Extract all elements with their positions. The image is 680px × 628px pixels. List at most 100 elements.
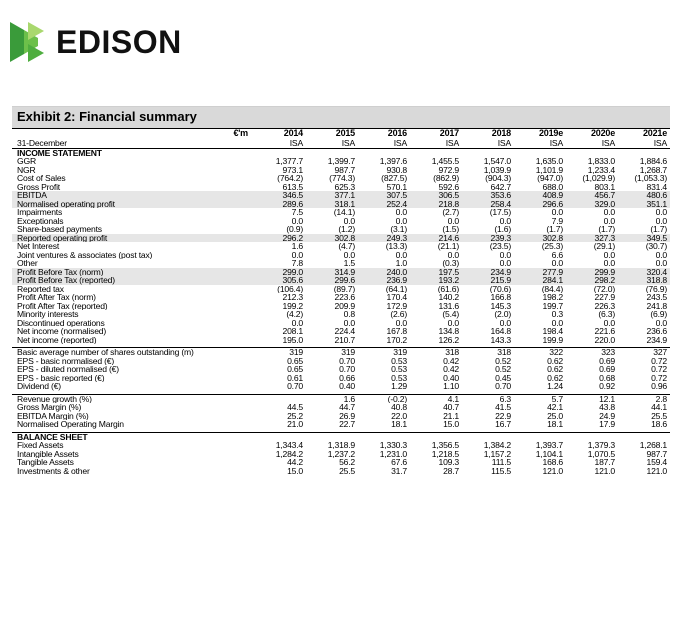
row-value: 21.1 [443, 411, 459, 420]
row-label: NGR [17, 165, 36, 174]
row-value: 1,356.5 [431, 441, 459, 450]
row-value: 0.0 [655, 250, 668, 259]
row-value: (1.5) [442, 225, 459, 234]
table-row: Normalised Operating Margin 21.0 22.7 18.1 1… [12, 420, 670, 429]
table-row: Gross Margin (%) 44.5 44.7 40.8 40.7 41.5 42.1… [12, 403, 670, 412]
row-value: 302.8 [306, 233, 358, 242]
row-value: 1,101.9 [535, 165, 563, 174]
row-value: 126.2 [438, 335, 459, 344]
table-row: EBITDA 346.5 377.1 307.5 306.5 353.6 408.9 456.… [12, 191, 670, 200]
brand-logo: EDISON [10, 22, 182, 62]
edison-logo-icon [10, 22, 44, 62]
row-value: 145.3 [490, 301, 511, 310]
row-label: EPS - basic normalised (€) [17, 356, 115, 365]
row-value: 168.6 [542, 458, 563, 467]
basis-header: ISA [514, 138, 566, 149]
row-value: 1,268.1 [639, 441, 667, 450]
row-value: 1,377.7 [275, 157, 303, 166]
table-row: Tangible Assets 44.2 56.2 67.6 109.3 111.5 168… [12, 458, 670, 467]
row-value: 143.3 [490, 335, 511, 344]
row-value: 480.6 [618, 191, 670, 200]
year-header: 2017 [410, 128, 462, 139]
row-value: 28.7 [443, 466, 459, 475]
row-label: Gross Margin (%) [17, 403, 82, 412]
row-value: 1.5 [343, 259, 356, 268]
row-value: 0.0 [291, 318, 304, 327]
row-value: 7.8 [291, 259, 304, 268]
row-value: 322 [514, 347, 566, 357]
blank-cell [222, 157, 254, 166]
row-value: 0.0 [499, 318, 512, 327]
row-value: 803.1 [594, 182, 615, 191]
blank-cell [222, 217, 254, 226]
basis-header: ISA [358, 138, 410, 149]
row-value: 172.9 [386, 301, 407, 310]
row-value: 0.0 [291, 250, 304, 259]
row-label: Net income (normalised) [17, 327, 107, 336]
blank-cell [222, 285, 254, 294]
row-value: (1.7) [546, 225, 563, 234]
row-value: (1.7) [598, 225, 615, 234]
blank-cell [410, 431, 462, 441]
basis-header: ISA [566, 138, 618, 149]
table-row: EPS - basic normalised (€) 0.65 0.70 0.53 0.… [12, 357, 670, 366]
row-label: Intangible Assets [17, 449, 79, 458]
exhibit-title: Exhibit 2: Financial summary [17, 109, 197, 124]
row-value: (106.4) [277, 284, 303, 293]
table-row: Impairments 7.5 (14.1) 0.0 (2.7) (17.5) 0.0 0.0… [12, 208, 670, 217]
row-value: 0.0 [655, 216, 668, 225]
row-value: (2.6) [390, 310, 407, 319]
row-value: 296.6 [514, 199, 566, 208]
blank-cell [222, 450, 254, 459]
row-value: 307.5 [358, 191, 410, 200]
row-value: 31.7 [391, 466, 407, 475]
table-row: Basic average number of shares outstandi… [12, 347, 670, 357]
row-value: 44.7 [339, 403, 355, 412]
row-value: 25.2 [287, 411, 303, 420]
blank-cell [254, 148, 306, 157]
header-blank [12, 128, 222, 139]
row-label: Basic average number of shares outstandi… [12, 347, 222, 357]
table-row: Net income (normalised) 208.1 224.4 167.8 13… [12, 327, 670, 336]
table-row: Other 7.8 1.5 1.0 (0.3) 0.0 0.0 0.0 0.0 [12, 259, 670, 268]
row-value: 198.4 [542, 327, 563, 336]
row-value: 1,884.6 [639, 157, 667, 166]
row-value: 302.8 [514, 233, 566, 242]
blank-cell [358, 148, 410, 157]
row-value: 224.4 [334, 327, 355, 336]
blank-cell [222, 199, 254, 208]
row-value: 625.3 [334, 182, 355, 191]
row-value: (5.4) [442, 310, 459, 319]
row-value: 26.9 [339, 411, 355, 420]
row-value: 170.4 [386, 293, 407, 302]
row-value: 930.8 [386, 165, 407, 174]
row-value: 1,399.7 [327, 157, 355, 166]
table-row: Profit After Tax (norm) 212.3 223.6 170.4 14… [12, 293, 670, 302]
row-value: 0.52 [495, 365, 511, 374]
row-label: Discontinued operations [17, 318, 105, 327]
row-value: (1.7) [650, 225, 667, 234]
row-value: 289.6 [254, 199, 306, 208]
basis-header: ISA [410, 138, 462, 149]
row-label: EPS - basic reported (€) [17, 373, 105, 382]
table-row: Reported operating profit 296.2 302.8 249.3… [12, 233, 670, 242]
row-value: 299.6 [306, 276, 358, 285]
row-value: 613.5 [282, 182, 303, 191]
row-value: 166.8 [490, 293, 511, 302]
blank-cell [222, 148, 254, 157]
row-value: 0.0 [343, 250, 356, 259]
row-value: 0.0 [499, 250, 512, 259]
row-value: 7.5 [291, 208, 304, 217]
blank-cell [306, 148, 358, 157]
row-value: (-0.2) [358, 393, 410, 403]
row-label: EPS - diluted normalised (€) [17, 365, 119, 374]
row-value: (904.3) [485, 174, 511, 183]
blank-cell [222, 420, 254, 429]
row-value: 0.0 [603, 216, 616, 225]
row-label: Reported operating profit [12, 233, 222, 242]
table-row: Dividend (€) 0.70 0.40 1.29 1.10 0.70 1.24 0.92… [12, 382, 670, 391]
blank-cell [410, 148, 462, 157]
row-value: 1,284.2 [275, 449, 303, 458]
row-value: 0.0 [291, 216, 304, 225]
row-value: 688.0 [542, 182, 563, 191]
